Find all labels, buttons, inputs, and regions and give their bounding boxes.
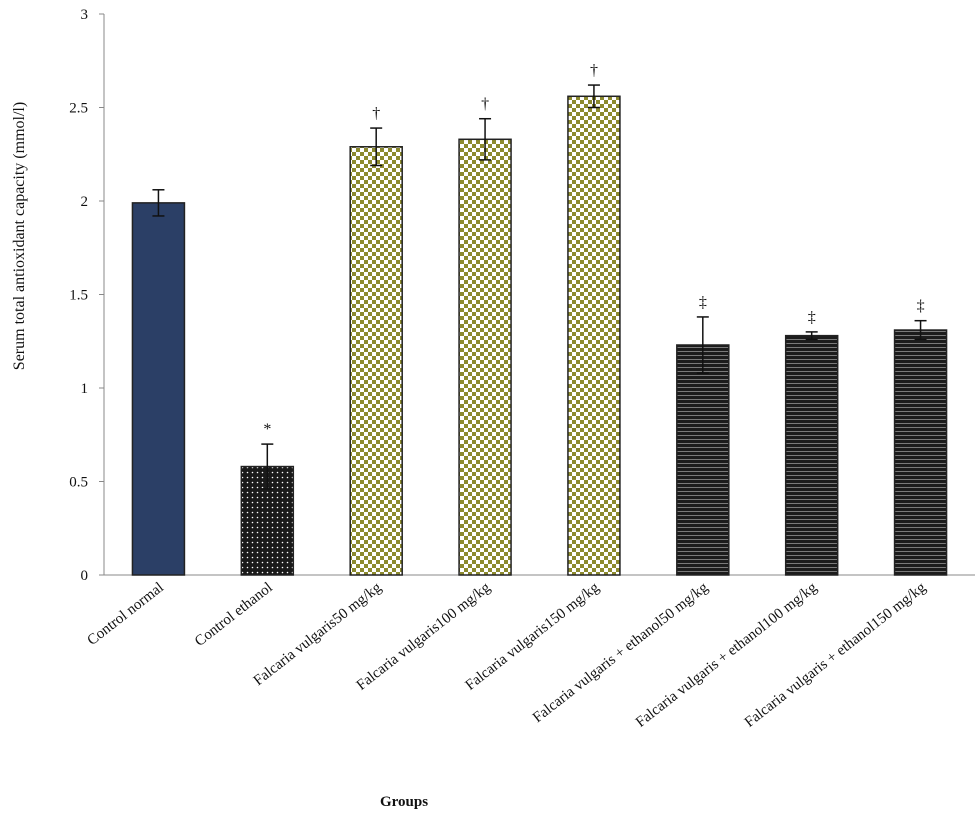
bar [784,334,839,576]
error-bars [152,84,927,490]
y-tick-label: 2 [81,194,89,210]
y-tick-label: 0 [81,568,89,584]
category-label: Control normal [84,580,166,649]
axes [99,13,975,576]
bar [131,202,186,576]
y-tick-label: 1.5 [69,288,88,304]
bar [676,344,730,576]
y-tick-label: 1 [81,381,89,397]
bar [893,329,948,576]
bar [349,146,403,576]
y-tick-label: 2.5 [69,101,88,117]
significance-marker: ‡ [699,294,707,311]
significance-marker: † [481,96,489,113]
significance-marker: * [263,421,271,438]
bars [131,95,948,576]
category-label: Falcaria vulgaris + ethanol150 mg/kg [742,579,930,730]
x-axis-label: Groups [380,794,428,810]
y-axis-label: Serum total antioxidant capacity (mmol/l… [11,102,28,370]
category-label: Falcaria vulgaris + ethanol100 mg/kg [633,579,821,730]
bar [458,138,512,576]
y-tick-labels: 0 0.5 1 1.5 2 2.5 3 [69,7,88,584]
significance-marker: † [590,62,598,79]
significance-marker: † [372,105,380,122]
significance-markers: * † † † ‡ ‡ ‡ [263,62,924,438]
significance-marker: ‡ [808,309,816,326]
category-label: Falcaria vulgaris + ethanol50 mg/kg [530,579,712,726]
y-tick-label: 3 [81,7,89,23]
category-label: Control ethanol [192,580,276,650]
y-tick-label: 0.5 [69,475,88,491]
category-labels: Control normal Control ethanol Falcaria vu… [84,579,929,730]
bar [567,95,621,576]
significance-marker: ‡ [917,298,925,315]
